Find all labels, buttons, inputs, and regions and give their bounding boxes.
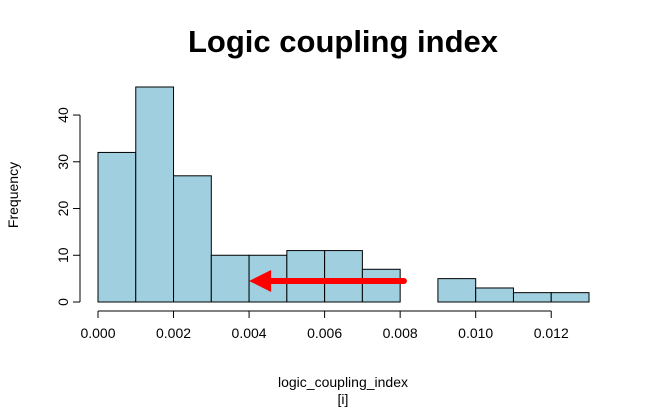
histogram-bar: [97, 151, 137, 303]
histogram-bar: [550, 292, 590, 303]
y-tick-label: 10: [55, 247, 71, 263]
histogram-bar: [437, 278, 477, 303]
x-tick-label: 0.002: [156, 325, 191, 341]
y-axis-label: Frequency: [5, 162, 21, 228]
arrow-annotation: [249, 269, 407, 292]
histogram-bar: [512, 292, 552, 303]
histogram-bar: [475, 287, 514, 303]
histogram-bar: [361, 268, 401, 303]
histogram-bar: [173, 175, 212, 303]
y-tick-label: 0: [55, 298, 71, 306]
x-axis: 0.000 0.002 0.004 0.006 0.008 0.010 0.012: [80, 310, 569, 341]
y-axis: 0 10 20 30 40: [55, 107, 81, 306]
histogram-bar: [324, 250, 363, 303]
histogram-bars: [97, 86, 590, 303]
y-tick-label: 40: [55, 107, 71, 123]
arrow-head: [249, 269, 272, 292]
x-tick-label: 0.010: [458, 325, 493, 341]
x-tick-label: 0.004: [232, 325, 267, 341]
x-tick-label: 0.012: [534, 325, 569, 341]
histogram-bar: [286, 250, 326, 303]
x-tick-label: 0.006: [307, 325, 342, 341]
y-tick-label: 20: [55, 201, 71, 217]
chart-title: Logic coupling index: [188, 24, 499, 59]
y-tick-label: 30: [55, 154, 71, 170]
x-tick-label: 0.008: [383, 325, 418, 341]
x-axis-label: logic_coupling_index: [278, 374, 408, 390]
x-axis-sublabel: [i]: [338, 391, 349, 407]
histogram-bar: [210, 254, 250, 303]
x-tick-label: 0.000: [80, 325, 115, 341]
histogram-bar: [135, 86, 175, 303]
